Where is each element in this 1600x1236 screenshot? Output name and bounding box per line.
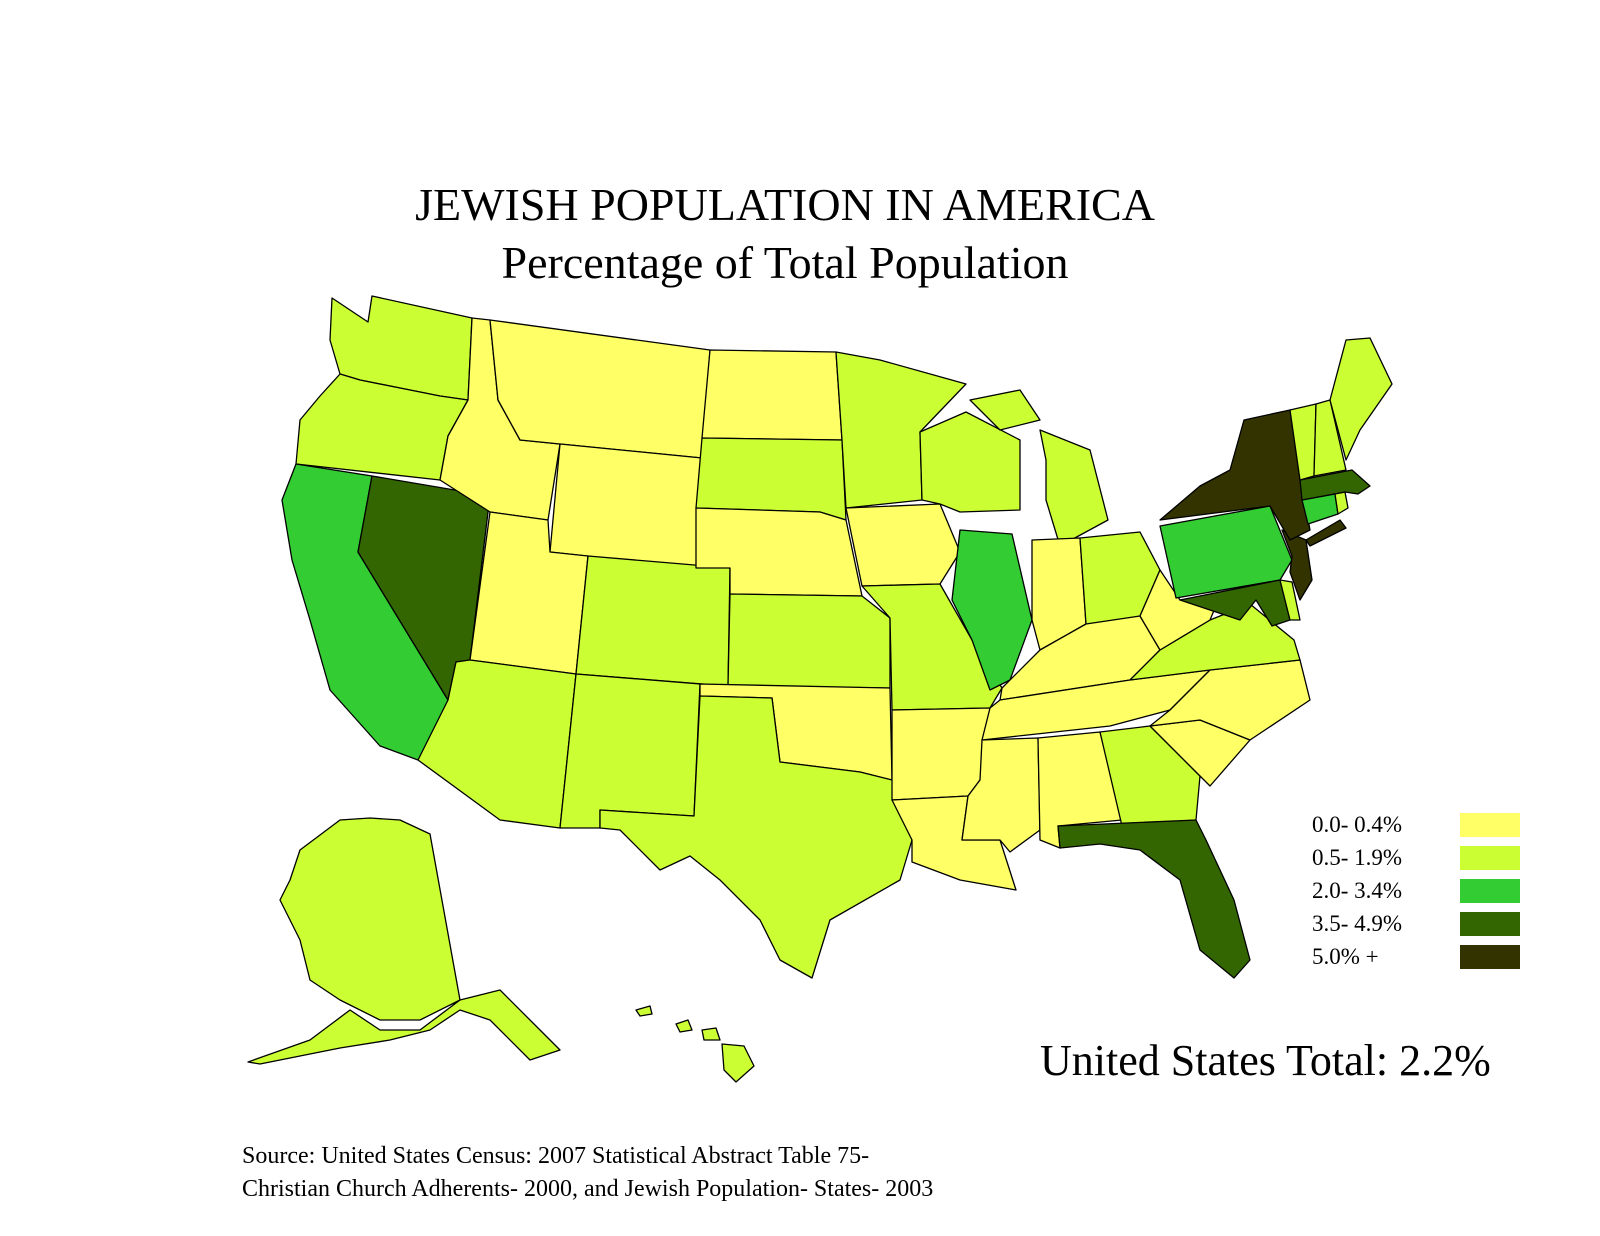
legend-item: 0.0- 0.4% bbox=[1312, 808, 1520, 841]
legend-swatch bbox=[1460, 878, 1520, 903]
state-wi bbox=[919, 411, 1021, 513]
legend-swatch bbox=[1460, 845, 1520, 870]
state-ma bbox=[1299, 469, 1371, 501]
legend-swatch bbox=[1460, 812, 1520, 837]
legend-item: 2.0- 3.4% bbox=[1312, 874, 1520, 907]
legend-item: 0.5- 1.9% bbox=[1312, 841, 1520, 874]
state-ks bbox=[727, 593, 891, 689]
source-line-2: Christian Church Adherents- 2000, and Je… bbox=[242, 1176, 934, 1202]
state-il bbox=[951, 529, 1033, 691]
state-nd bbox=[701, 349, 843, 441]
map-subtitle: Percentage of Total Population bbox=[501, 237, 1069, 288]
legend: 0.0- 0.4% 0.5- 1.9% 2.0- 3.4% 3.5- 4.9% … bbox=[1312, 808, 1520, 973]
state-mo bbox=[861, 583, 1003, 711]
state-me bbox=[1329, 337, 1393, 461]
state-pa bbox=[1159, 505, 1293, 599]
state-ia bbox=[845, 503, 961, 587]
state-mt bbox=[489, 319, 711, 459]
legend-item: 3.5- 4.9% bbox=[1312, 907, 1520, 940]
legend-swatch bbox=[1460, 944, 1520, 969]
legend-swatch bbox=[1460, 911, 1520, 936]
legend-label: 3.5- 4.9% bbox=[1312, 910, 1403, 936]
legend-label: 0.0- 0.4% bbox=[1312, 811, 1403, 837]
state-ak bbox=[247, 817, 561, 1065]
legend-item: 5.0% + bbox=[1312, 940, 1520, 973]
state-co bbox=[575, 555, 731, 687]
state-fl bbox=[1057, 819, 1251, 979]
state-ri bbox=[1334, 491, 1349, 515]
legend-label: 2.0- 3.4% bbox=[1312, 877, 1403, 903]
state-nm bbox=[559, 673, 701, 829]
state-tx bbox=[599, 695, 913, 979]
state-de bbox=[1279, 579, 1301, 621]
state-sd bbox=[695, 437, 847, 521]
us-total-label: United States Total: 2.2% bbox=[1040, 1036, 1491, 1085]
source-note: Source: United States Census: 2007 Stati… bbox=[242, 1140, 933, 1206]
source-line-1: Source: United States Census: 2007 Stati… bbox=[242, 1143, 870, 1169]
state-nh bbox=[1313, 399, 1347, 477]
legend-label: 0.5- 1.9% bbox=[1312, 844, 1403, 870]
state-hi bbox=[635, 1005, 755, 1083]
state-wy bbox=[549, 443, 703, 569]
legend-label: 5.0% + bbox=[1312, 943, 1379, 969]
map-title: JEWISH POPULATION IN AMERICA bbox=[415, 179, 1155, 230]
